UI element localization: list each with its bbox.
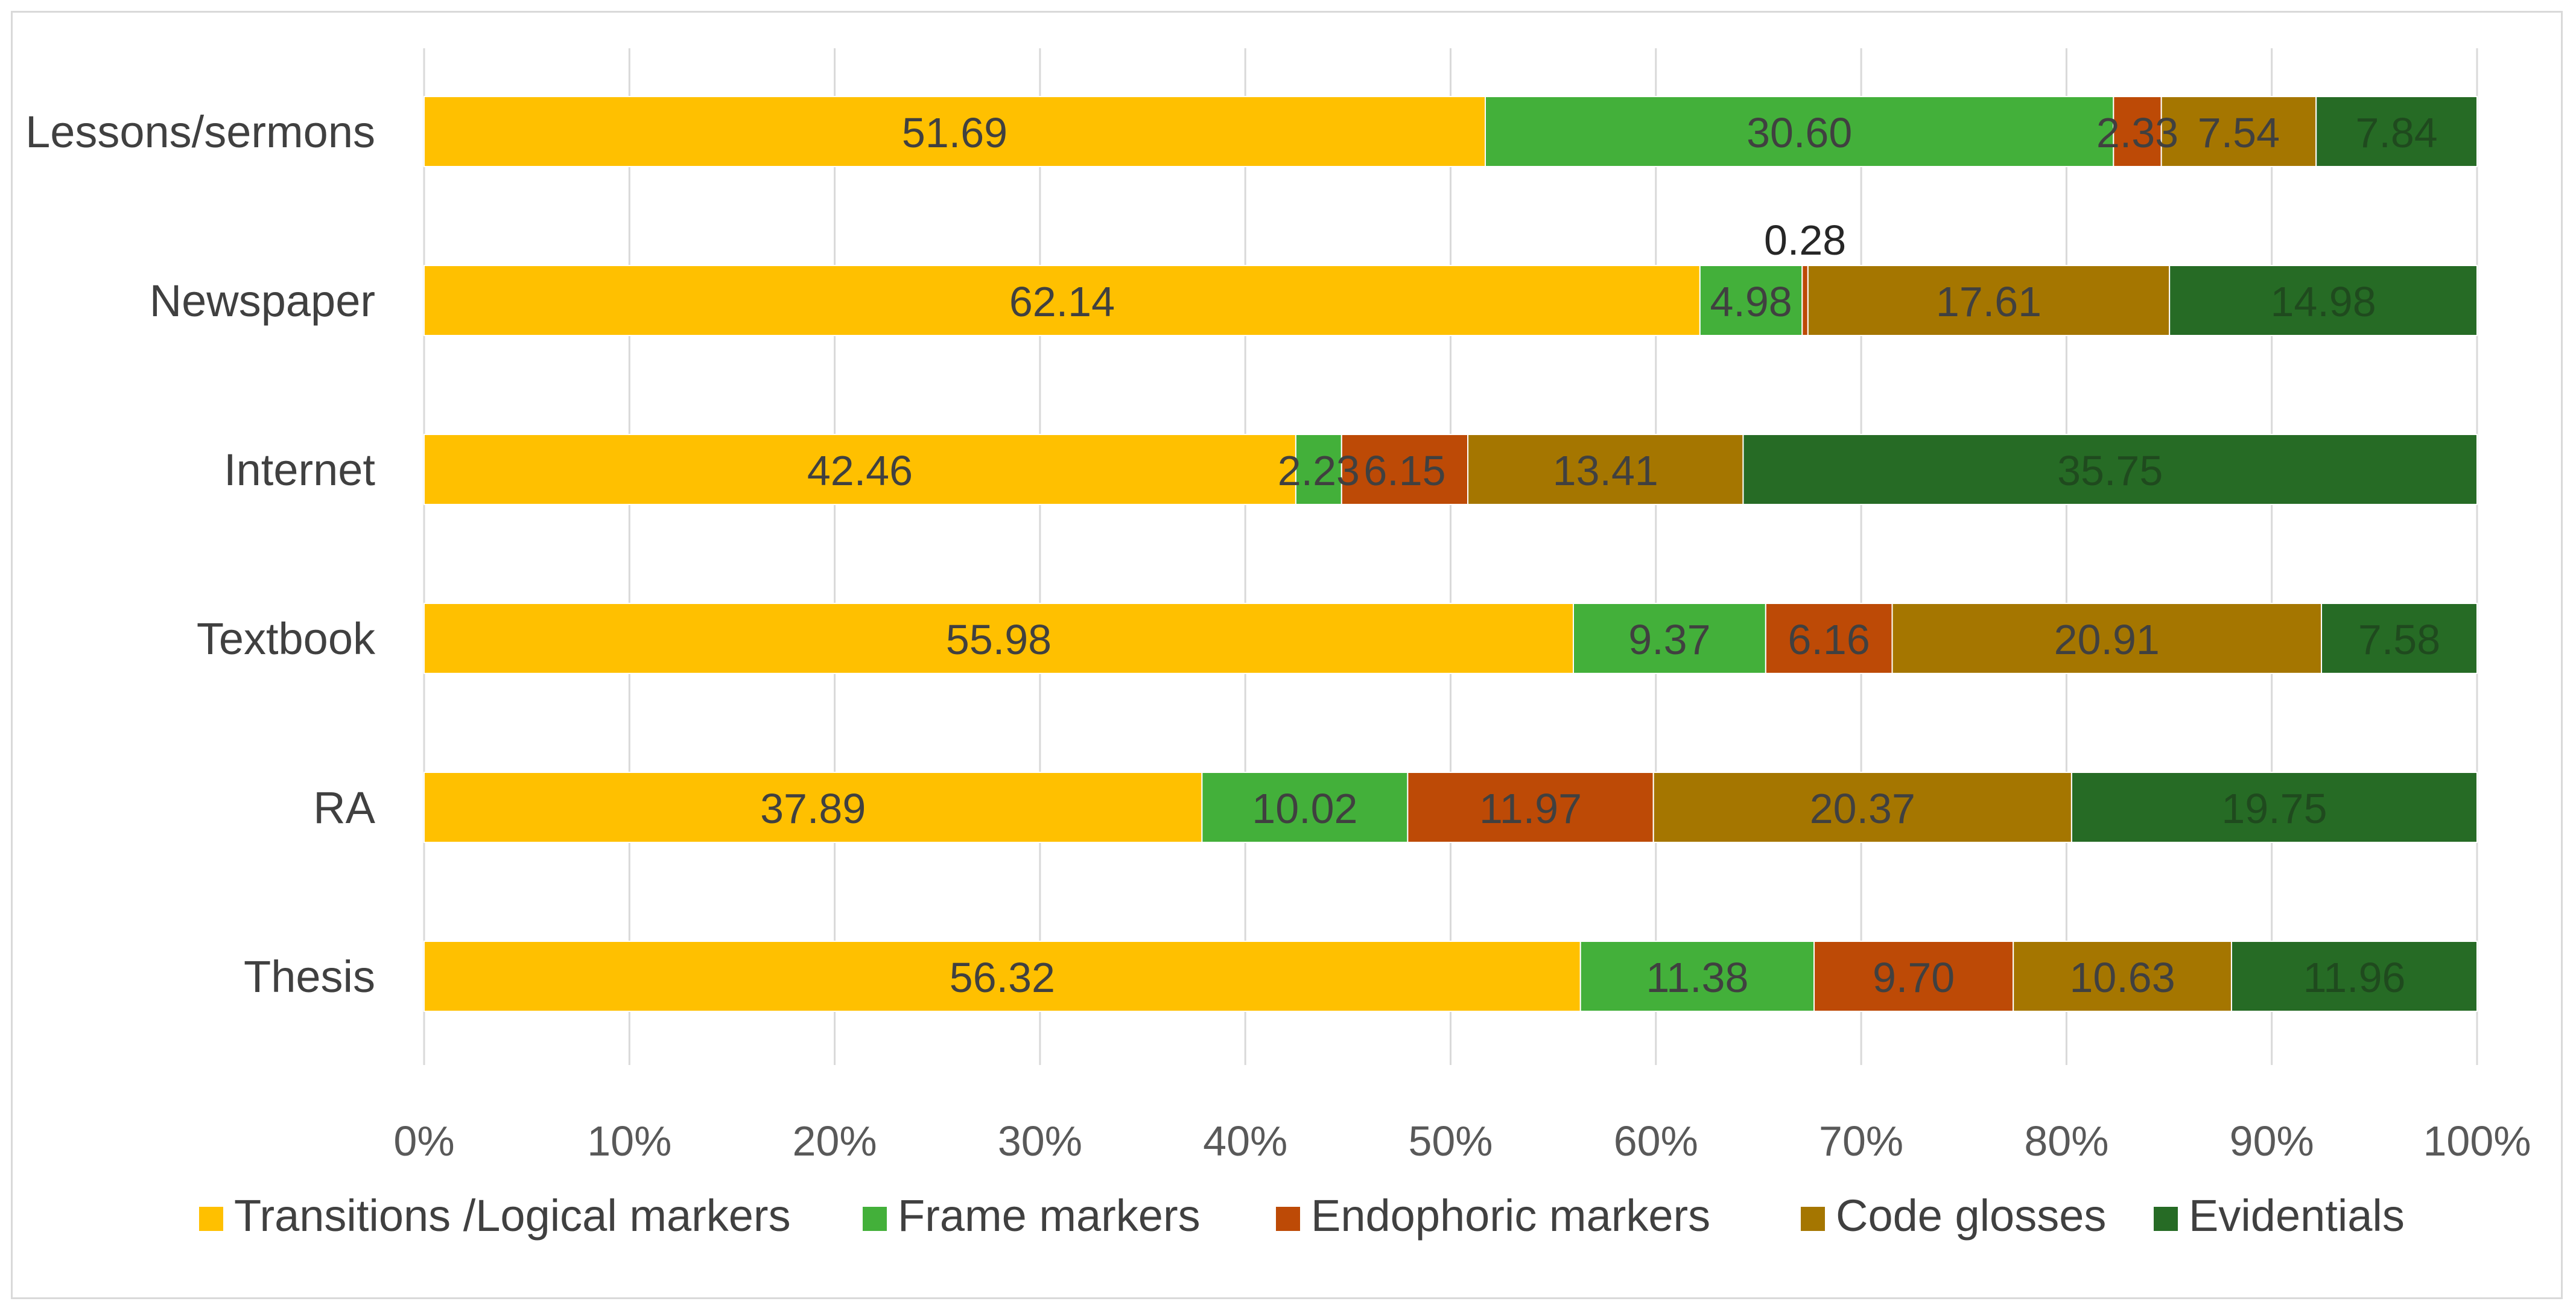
bar-segment <box>424 772 1203 843</box>
category-label: Lessons/sermons <box>25 107 375 157</box>
bar-segment <box>2230 941 2478 1012</box>
bar-segment <box>2321 603 2478 674</box>
bar-segment <box>2315 96 2478 167</box>
x-tick-label: 40% <box>1203 1118 1287 1165</box>
data-label: 11.38 <box>1646 954 1748 1001</box>
data-label: 2.33 <box>2096 109 2178 156</box>
legend-swatch <box>1276 1207 1300 1231</box>
data-label: 0.28 <box>1764 217 1846 264</box>
bar-segment <box>2169 265 2478 336</box>
data-label: 11.97 <box>1479 785 1582 832</box>
x-tick-label: 60% <box>1614 1118 1698 1165</box>
legend-item[interactable]: Endophoric markers <box>1276 1191 1710 1241</box>
category-label: Textbook <box>197 614 376 664</box>
bar-segment <box>1485 96 2114 167</box>
legend-item[interactable]: Transitions /Logical markers <box>199 1191 791 1241</box>
gridlines <box>423 48 2478 1065</box>
legend-label: Endophoric markers <box>1311 1191 1710 1241</box>
x-tick-label: 10% <box>587 1118 671 1165</box>
data-label: 7.84 <box>2355 109 2437 156</box>
bar-segment <box>424 265 1701 336</box>
x-tick-label: 50% <box>1408 1118 1493 1165</box>
data-label: 11.96 <box>2303 954 2405 1001</box>
legend-item[interactable]: Frame markers <box>863 1191 1201 1241</box>
legend-label: Transitions /Logical markers <box>234 1191 791 1241</box>
legend-swatch <box>1801 1207 1825 1231</box>
x-tick-label: 80% <box>2024 1118 2108 1165</box>
data-label: 17.61 <box>1936 278 2041 325</box>
category-label: Newspaper <box>150 276 375 326</box>
legend-label: Frame markers <box>898 1191 1201 1241</box>
bar-segment <box>424 96 1486 167</box>
bar-segment <box>1467 434 1744 505</box>
legend-label: Evidentials <box>2189 1191 2405 1241</box>
bar-segment <box>1891 603 2323 674</box>
bar-segment <box>1579 941 1815 1012</box>
bar-segment <box>424 603 1574 674</box>
bar-segment <box>2070 772 2478 843</box>
bar-segment <box>1801 265 1809 336</box>
data-label: 30.60 <box>1746 109 1852 156</box>
data-label: 62.14 <box>1009 278 1115 325</box>
bar-segment <box>424 434 1296 505</box>
bar-segment <box>1765 603 1893 674</box>
data-labels: 51.69 30.60 2.33 7.54 7.84 62.14 4.98 0.28 17.61… <box>760 109 2440 1001</box>
category-label: RA <box>313 783 375 833</box>
bar-segment <box>1652 772 2072 843</box>
bar-segment <box>1572 603 1766 674</box>
bar-segment <box>2160 96 2317 167</box>
x-tick-label: 0% <box>393 1118 454 1165</box>
x-tick-label: 100% <box>2423 1118 2531 1165</box>
data-label: 14.98 <box>2271 278 2376 325</box>
data-label: 13.41 <box>1553 447 1658 494</box>
x-tick-label: 20% <box>793 1118 877 1165</box>
legend-swatch <box>863 1207 887 1231</box>
legend[interactable]: Transitions /Logical markers Frame marker… <box>199 1191 2405 1241</box>
legend-label: Code glosses <box>1836 1191 2106 1241</box>
data-label: 7.54 <box>2198 109 2280 156</box>
data-label: 2.23 <box>1278 447 1360 494</box>
bar-segment <box>1407 772 1654 843</box>
data-label: 6.15 <box>1363 447 1445 494</box>
bars <box>424 96 2478 1012</box>
bar-segment <box>1807 265 2171 336</box>
data-label: 4.98 <box>1710 278 1792 325</box>
x-tick-label: 90% <box>2230 1118 2314 1165</box>
bar-segment <box>1813 941 2014 1012</box>
data-label: 20.91 <box>2054 616 2160 663</box>
data-label: 42.46 <box>807 447 913 494</box>
data-label: 9.70 <box>1873 954 1955 1001</box>
data-label: 55.98 <box>946 616 1052 663</box>
data-label: 20.37 <box>1810 785 1915 832</box>
bar-segment <box>1742 434 2478 505</box>
bar-segment <box>2013 941 2232 1012</box>
data-label: 6.16 <box>1788 616 1870 663</box>
legend-item[interactable]: Code glosses <box>1801 1191 2106 1241</box>
data-label: 9.37 <box>1628 616 1710 663</box>
bar-segment <box>2113 96 2162 167</box>
legend-swatch <box>2154 1207 2178 1231</box>
data-label: 56.32 <box>950 954 1055 1001</box>
data-label: 37.89 <box>760 785 866 832</box>
x-tick-label: 70% <box>1819 1118 1903 1165</box>
data-label: 10.63 <box>2069 954 2175 1001</box>
data-label: 10.02 <box>1252 785 1357 832</box>
bar-segment <box>1295 434 1342 505</box>
x-axis-ticks: 0% 10% 20% 30% 40% 50% 60% 70% 80% 90% 100% <box>393 1118 2531 1165</box>
legend-swatch <box>199 1207 223 1231</box>
data-label: 19.75 <box>2221 785 2327 832</box>
legend-item[interactable]: Evidentials <box>2154 1191 2405 1241</box>
data-label: 51.69 <box>902 109 1007 156</box>
data-label: 35.75 <box>2057 447 2163 494</box>
category-label: Thesis <box>244 952 375 1002</box>
data-label: 7.58 <box>2358 616 2440 663</box>
bar-segment <box>1201 772 1409 843</box>
x-tick-label: 30% <box>998 1118 1082 1165</box>
bar-segment <box>424 941 1581 1012</box>
category-labels: Lessons/sermons Newspaper Internet Textbook… <box>25 107 376 1002</box>
category-label: Internet <box>224 445 375 495</box>
